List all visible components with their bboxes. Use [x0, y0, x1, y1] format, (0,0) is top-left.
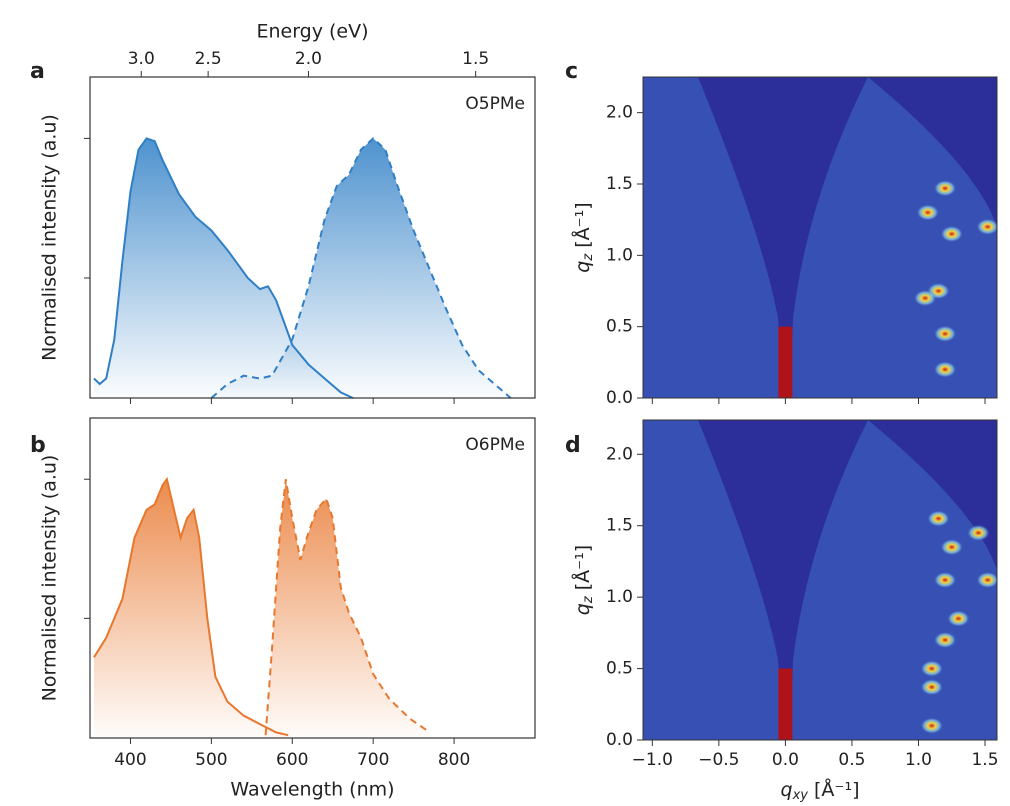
area-fill: [211, 138, 511, 398]
diffraction-spot: [947, 610, 970, 627]
axis-title: qxy [Å⁻¹]: [781, 778, 860, 803]
diffraction-spot: [940, 539, 963, 556]
x-tick-label: 500: [195, 750, 227, 770]
axis-subscript: xy: [792, 788, 809, 803]
emission-line: [264, 479, 431, 736]
y-tick-label: 0.5: [606, 317, 633, 337]
axis-subscript: z: [581, 253, 596, 262]
plot-frame: [89, 76, 536, 399]
y-tick-label: 0.0: [606, 730, 633, 750]
diffraction-spot: [934, 361, 957, 378]
x-tick-label: 600: [276, 750, 308, 770]
plot-frame: [642, 76, 998, 399]
x-tick-label: 0.0: [772, 750, 799, 770]
area-fill: [265, 479, 430, 738]
diffraction-spot: [934, 572, 957, 588]
panel-letter: c: [565, 59, 578, 84]
diffraction-spot: [927, 510, 950, 527]
y-tick-label: 0.5: [606, 659, 633, 679]
emission-line: [210, 137, 512, 399]
y-tick-label: 0.0: [606, 388, 633, 408]
axis-title: qz [Å⁻¹]: [571, 202, 596, 272]
diffraction-spot: [916, 204, 939, 221]
y-tick-label: 2.0: [606, 103, 633, 123]
heatmap: [643, 77, 997, 398]
axis-symbol: q: [572, 603, 594, 615]
detector-region: [643, 77, 783, 398]
axis-unit: [Å⁻¹]: [808, 778, 860, 801]
y-tick-label: 1.5: [606, 516, 633, 536]
detector-region: [790, 420, 997, 740]
x2-tick-label: 1.5: [462, 49, 489, 69]
heatmap: [643, 420, 997, 740]
axis-title: qz [Å⁻¹]: [571, 545, 596, 615]
x2-tick-label: 2.0: [295, 49, 322, 69]
sample-label: O5PMe: [465, 94, 525, 114]
axis-subscript: z: [581, 595, 596, 604]
x-tick-label: 1.0: [905, 750, 932, 770]
y-axis-title: Normalised intensity (a.u): [39, 114, 61, 361]
diffraction-spot: [934, 325, 957, 342]
area-fill: [94, 138, 353, 398]
beam-stop: [778, 326, 793, 398]
plot-frame: [642, 419, 998, 741]
axis-symbol: q: [572, 261, 594, 273]
axis-unit: [Å⁻¹]: [571, 545, 594, 597]
x-tick-label: 0.5: [838, 750, 865, 770]
x-axis-title: Wavelength (nm): [230, 779, 394, 801]
absorption-line: [93, 476, 289, 737]
y-tick-label: 1.0: [606, 245, 633, 265]
x-tick-label: −0.5: [698, 750, 739, 770]
x2-tick-label: 3.0: [128, 49, 155, 69]
detector-region: [643, 420, 783, 740]
y-tick-label: 1.0: [606, 587, 633, 607]
panel-letter: d: [565, 433, 581, 458]
panel-letter: a: [30, 59, 45, 84]
diffraction-spot: [940, 225, 963, 242]
y-tick-label: 2.0: [606, 444, 633, 464]
x2-tick-label: 2.5: [195, 49, 222, 69]
diffraction-spot: [934, 180, 957, 197]
x-tick-label: 1.5: [971, 750, 998, 770]
x-tick-label: −1.0: [632, 750, 673, 770]
diffraction-spot: [967, 524, 990, 541]
diffraction-spot: [920, 717, 943, 734]
plot-frame: [89, 417, 536, 739]
axis-unit: [Å⁻¹]: [571, 202, 594, 254]
x-tick-label: 700: [357, 750, 389, 770]
x-tick-label: 800: [438, 750, 470, 770]
x-tick-label: 400: [114, 750, 146, 770]
diffraction-spot: [934, 632, 957, 648]
x2-axis-title: Energy (eV): [256, 21, 368, 43]
panel-letter: b: [30, 433, 46, 458]
axis-symbol: q: [781, 779, 793, 801]
diffraction-spot: [914, 290, 937, 307]
y-axis-title: Normalised intensity (a.u): [39, 455, 61, 702]
sample-label: O6PMe: [465, 435, 525, 455]
diffraction-spot: [976, 572, 997, 588]
beam-stop: [778, 668, 793, 740]
diffraction-spot: [920, 660, 943, 677]
diffraction-spot: [976, 218, 997, 235]
detector-region: [790, 77, 997, 398]
y-tick-label: 1.5: [606, 174, 633, 194]
area-fill: [94, 479, 289, 738]
diffraction-spot: [920, 679, 943, 696]
